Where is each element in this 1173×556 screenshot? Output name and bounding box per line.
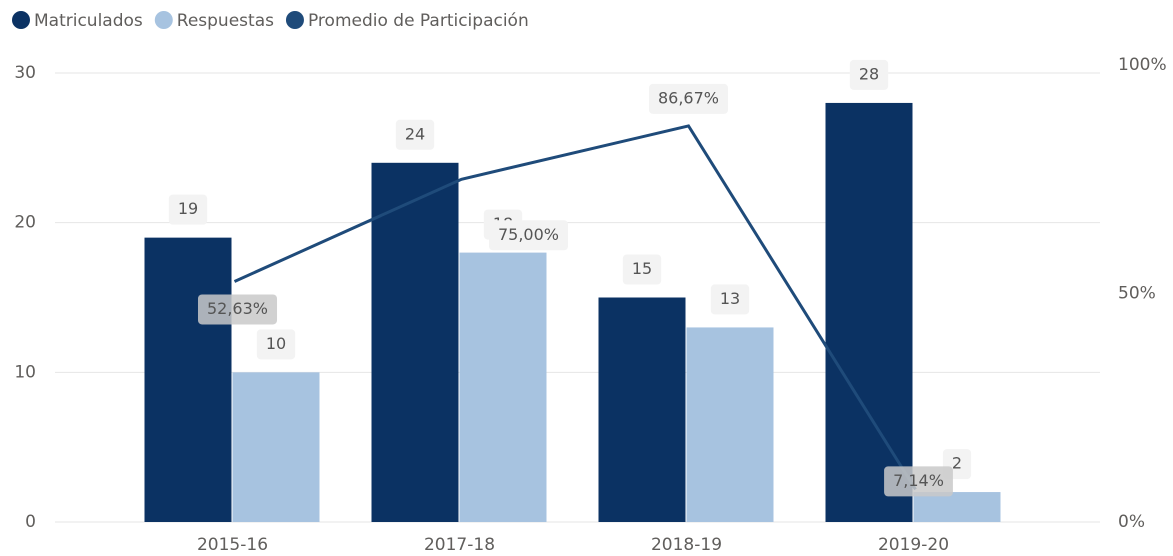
bar [232,372,320,522]
x-tick-label: 2015-16 [197,535,268,555]
bar [686,327,774,522]
data-label-bg [395,119,435,150]
y-tick-label: 30 [14,63,36,83]
data-label-bg [256,329,296,360]
data-label-bg [488,220,569,251]
x-tick-label: 2019-20 [878,535,949,555]
bar [913,492,1001,522]
data-label-group: 15 [622,254,662,285]
data-label: 15 [632,259,652,278]
legend-marker [285,11,304,29]
line-label: 52,63% [207,299,268,318]
y-tick-label: 10 [14,362,36,382]
data-label-group: 19 [168,194,208,225]
y-tick-label: 0 [25,512,36,532]
line-label: 7,14% [893,471,944,490]
x-tick-label: 2017-18 [424,535,495,555]
data-label-bg [648,83,729,114]
data-label-bg [197,294,278,325]
data-label-bg [849,59,889,90]
data-label: 19 [178,199,198,218]
bar [825,102,913,522]
data-label-group: 13 [710,284,750,315]
y2-tick-label: 0% [1118,512,1145,532]
data-label-group: 24 [395,119,435,150]
data-label-bg [884,466,953,497]
data-label-group: 28 [849,59,889,90]
data-label-group: 75,00% [488,220,569,251]
y-tick-label: 20 [14,213,36,233]
bar [598,297,686,522]
data-label-group: 86,67% [648,83,729,114]
data-label: 2 [952,454,962,473]
data-label-bg [168,194,208,225]
legend-label: Matriculados [34,11,143,31]
bar [459,252,547,522]
data-label: 28 [859,64,879,83]
y2-tick-label: 100% [1118,55,1167,75]
data-label: 13 [720,289,740,308]
bar [371,162,459,523]
line-label: 86,67% [658,88,719,107]
data-label: 24 [405,124,425,143]
legend-label: Respuestas [177,11,274,31]
line-label: 75,00% [498,225,559,244]
legend-marker [12,11,30,29]
x-tick-label: 2018-19 [651,535,722,555]
data-label-group: 52,63% [197,294,278,325]
legend-label: Promedio de Participación [308,11,529,31]
data-label-bg [710,284,750,315]
data-label-group: 7,14% [884,466,953,497]
data-label-group: 10 [256,329,296,360]
line [233,124,917,491]
y2-tick-label: 50% [1118,284,1156,304]
legend-marker [154,11,173,29]
data-label: 10 [266,334,286,353]
data-label-bg [622,254,662,285]
bar [144,237,232,522]
